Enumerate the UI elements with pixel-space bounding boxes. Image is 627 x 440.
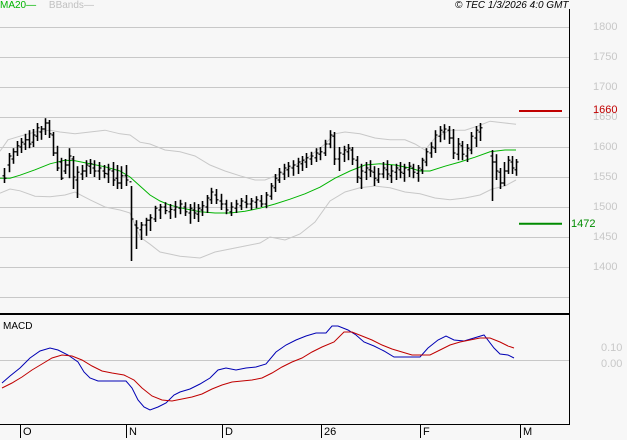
time-tick-label: N [129,426,137,438]
legend-ma20: MA20— [0,0,37,11]
price-tick-label: 1650 [593,111,618,123]
macd-tick-label: 0.10 [601,342,623,354]
time-tick-label: D [225,426,233,438]
time-tick-label: O [23,426,32,438]
legend-bbands: BBands— [48,0,94,11]
price-tick-label: 1500 [593,201,618,213]
price-tick-label: 1550 [593,171,618,183]
macd-title: MACD [3,321,33,332]
copyright-timestamp: © TEC 1/3/2026 4:0 GMT [455,0,569,11]
macd-tick-label: 0.00 [601,358,623,370]
price-tick-label: 1800 [593,21,618,33]
support-level-label: 1472 [571,217,596,230]
time-tick-label: 26 [324,426,337,438]
chart-legend: MA20— BBands— [0,0,94,12]
price-tick-label: 1450 [593,231,618,243]
time-tick-label: M [523,426,533,438]
resistance-level-label: 1660 [593,104,618,116]
price-tick-label: 1600 [593,141,618,153]
price-tick-label: 1700 [593,81,618,93]
time-tick-label: F [423,426,430,438]
price-tick-label: 1750 [593,51,618,63]
price-tick-label: 1400 [593,261,618,273]
